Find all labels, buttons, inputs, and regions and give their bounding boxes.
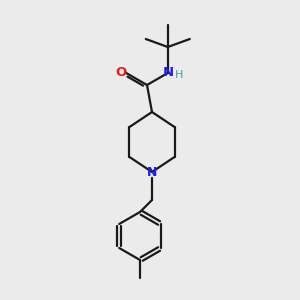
Text: O: O	[116, 65, 127, 79]
Text: N: N	[163, 65, 174, 79]
Text: H: H	[175, 70, 183, 80]
Text: N: N	[147, 166, 157, 178]
